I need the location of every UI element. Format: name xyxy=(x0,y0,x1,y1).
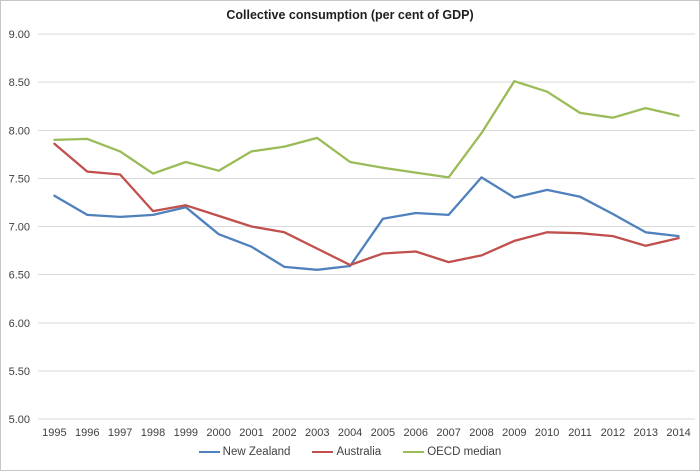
x-axis-tick-label: 1997 xyxy=(108,427,132,439)
x-axis-tick-label: 2010 xyxy=(535,427,559,439)
x-axis-tick-label: 2008 xyxy=(469,427,493,439)
legend-swatch-australia xyxy=(312,450,334,454)
y-axis-tick-label: 8.50 xyxy=(9,77,30,89)
series-line-new-zealand xyxy=(53,176,680,271)
legend-label-oecd-median: OECD median xyxy=(427,446,502,458)
legend-swatch-new-zealand xyxy=(198,450,220,454)
x-axis-tick-label: 2011 xyxy=(568,427,592,439)
legend-item-new-zealand: New Zealand xyxy=(198,446,291,458)
x-axis-tick-label: 2001 xyxy=(239,427,263,439)
x-axis-tick-label: 1998 xyxy=(141,427,165,439)
legend-item-australia: Australia xyxy=(312,446,381,458)
x-axis-tick-label: 2005 xyxy=(371,427,395,439)
x-axis-tick-label: 1996 xyxy=(75,427,99,439)
series-line-australia xyxy=(53,142,680,267)
y-axis-tick-label: 5.50 xyxy=(9,366,30,378)
x-axis-tick-label: 1999 xyxy=(174,427,198,439)
legend-label-new-zealand: New Zealand xyxy=(222,446,291,458)
y-axis-tick-label: 7.50 xyxy=(9,173,30,185)
y-axis-tick-label: 7.00 xyxy=(9,222,30,234)
x-axis-tick-label: 2012 xyxy=(601,427,625,439)
x-axis-tick-label: 2007 xyxy=(436,427,460,439)
x-axis-tick-label: 2004 xyxy=(338,427,362,439)
x-axis-tick-label: 2013 xyxy=(633,427,657,439)
x-axis-tick-label: 2014 xyxy=(666,427,690,439)
x-axis-tick-label: 2003 xyxy=(305,427,329,439)
x-axis-tick-label: 1995 xyxy=(42,427,66,439)
y-axis-tick-label: 5.00 xyxy=(9,414,30,426)
chart-title: Collective consumption (per cent of GDP) xyxy=(226,8,474,22)
x-axis-tick-label: 2006 xyxy=(404,427,428,439)
x-axis-tick-label: 2009 xyxy=(502,427,526,439)
y-axis-tick-label: 9.00 xyxy=(9,29,30,41)
x-axis-tick-label: 2002 xyxy=(272,427,296,439)
y-axis-tick-label: 6.00 xyxy=(9,318,30,330)
y-axis-tick-label: 8.00 xyxy=(9,125,30,137)
series-line-oecd-median xyxy=(53,80,680,179)
legend-label-australia: Australia xyxy=(336,446,382,458)
chart-legend: New Zealand Australia OECD median xyxy=(1,446,699,458)
x-axis-tick-label: 2000 xyxy=(206,427,230,439)
legend-item-oecd-median: OECD median xyxy=(403,446,501,458)
y-axis-tick-label: 6.50 xyxy=(9,270,30,282)
legend-swatch-oecd-median xyxy=(403,450,425,454)
